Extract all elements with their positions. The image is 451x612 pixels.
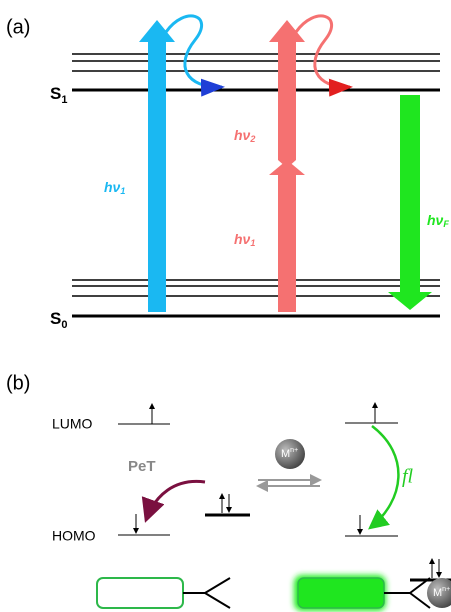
receptor: [183, 578, 230, 608]
fluorophore-off: [97, 578, 183, 608]
pet-arrow: [146, 481, 205, 520]
panel-label: (a): [6, 16, 30, 38]
relaxation-arrow: [166, 16, 222, 87]
photon-label: hν1: [104, 179, 125, 197]
pet-label: PeT: [128, 458, 156, 475]
fl-label: fl: [402, 466, 414, 488]
orbital-label: HOMO: [52, 528, 96, 544]
photon-label: hν1: [234, 231, 255, 249]
level-label: S1: [50, 84, 67, 105]
panel-label: (b): [6, 372, 30, 394]
diagram: (a) S1 S0 hν1 hν2 hν1 hνF (b) LUMO HOMO: [0, 0, 451, 612]
emission-arrow: [388, 95, 432, 310]
absorption-arrow: [139, 20, 175, 312]
orbital-label: LUMO: [52, 416, 93, 432]
photon-label: hνF: [427, 212, 449, 230]
absorption-arrow: [269, 160, 305, 312]
energy-levels: [72, 54, 440, 316]
fl-arrow: [370, 426, 398, 528]
absorption-arrow: [269, 20, 305, 168]
level-label: S0: [50, 309, 67, 330]
relaxation-arrow: [296, 16, 350, 87]
photon-label: hν2: [234, 127, 255, 145]
fluorophore-on: [298, 578, 384, 608]
receptor: [384, 578, 430, 608]
